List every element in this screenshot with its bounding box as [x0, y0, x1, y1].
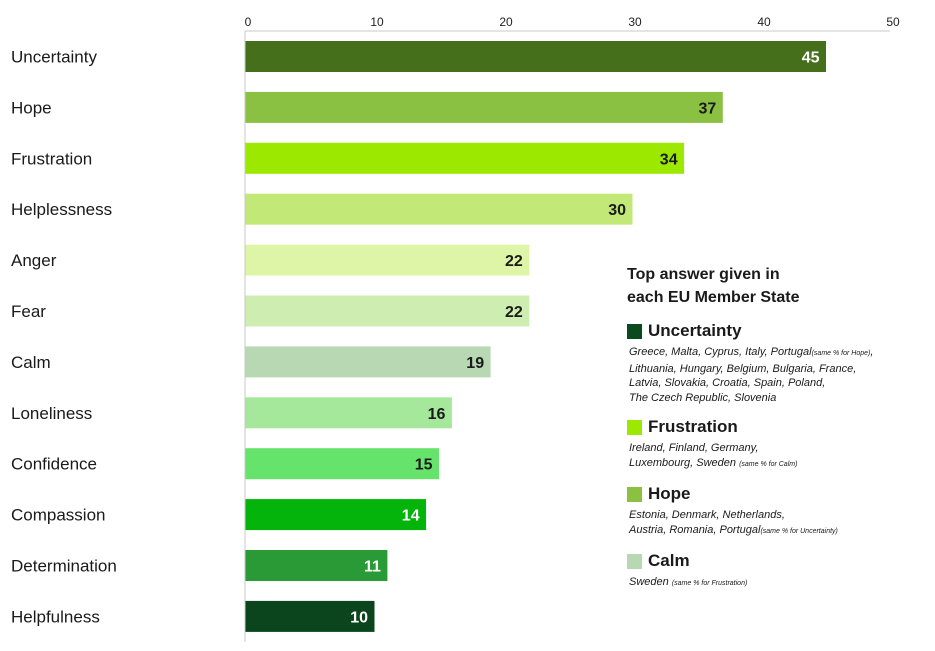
x-tick-label: 20: [499, 15, 513, 29]
countries-line: Greece, Malta, Cyprus, Italy, Portugal: [629, 346, 812, 358]
bar-frustration: [245, 142, 685, 174]
legend-countries-hope: Estonia, Denmark, Netherlands, Austria, …: [629, 508, 927, 539]
value-label-loneliness: 16: [428, 406, 446, 423]
bar-determination: [245, 550, 388, 581]
countries-line: Estonia, Denmark, Netherlands,: [629, 509, 785, 521]
value-label-uncertainty: 45: [802, 50, 820, 67]
bar-calm: [245, 346, 491, 378]
value-label-helpfulness: 10: [350, 609, 368, 626]
bar-uncertainty: [245, 41, 826, 72]
bars: [245, 41, 826, 632]
legend-name-uncertainty: Uncertainty: [648, 321, 742, 340]
category-label-calm: Calm: [11, 353, 51, 372]
bar-loneliness: [245, 397, 452, 429]
countries-line: Lithuania, Hungary, Belgium, Bulgaria, F…: [629, 362, 857, 375]
x-tick-label: 30: [628, 15, 642, 29]
category-label-fear: Fear: [11, 302, 46, 321]
legend-swatch-frustration: [627, 419, 642, 435]
category-label-confidence: Confidence: [11, 455, 97, 474]
bar-helpfulness: [245, 600, 375, 632]
x-tick-label: 10: [370, 15, 384, 29]
legend-title-line-2: each EU Member State: [627, 289, 800, 306]
countries-line: The Czech Republic, Slovenia: [629, 391, 777, 404]
legend-item-hope: Hope Estonia, Denmark, Netherlands, Aust…: [627, 484, 927, 539]
bar-anger: [245, 244, 530, 276]
legend-name-frustration: Frustration: [648, 417, 738, 436]
legend-swatch-hope: [627, 486, 642, 502]
category-label-anger: Anger: [11, 251, 57, 270]
countries-note: (same % for Calm): [739, 460, 798, 468]
countries-line: Latvia, Slovakia, Croatia, Spain, Poland…: [629, 377, 826, 389]
countries-note: (same % for Hope): [811, 350, 871, 357]
value-label-hope: 37: [699, 100, 717, 117]
countries-note: (same % for Frustration): [671, 580, 748, 587]
value-label-calm: 19: [466, 355, 484, 372]
legend-name-hope: Hope: [648, 484, 691, 503]
bar-compassion: [245, 499, 427, 531]
countries-note: (same % for Uncertainty): [760, 527, 838, 535]
countries-line: Luxembourg, Sweden: [629, 456, 737, 469]
value-label-anger: 22: [505, 253, 523, 270]
category-label-frustration: Frustration: [11, 149, 92, 168]
x-tick-label: 0: [245, 15, 252, 29]
category-label-helpfulness: Helpfulness: [11, 607, 100, 626]
bar-helplessness: [245, 193, 633, 225]
legend-countries-calm: Sweden (same % for Frustration): [629, 575, 927, 592]
countries-line: Ireland, Finland, Germany,: [629, 442, 759, 454]
category-label-helplessness: Helplessness: [11, 200, 112, 219]
value-labels: 45 37 34 30 22 22 19 16 15 14 11 10: [350, 50, 819, 627]
legend-name-calm: Calm: [648, 551, 690, 570]
category-label-loneliness: Loneliness: [11, 404, 92, 423]
value-label-confidence: 15: [415, 457, 433, 474]
legend-swatch-uncertainty: [627, 323, 642, 339]
countries-line: Sweden: [629, 576, 669, 588]
category-label-uncertainty: Uncertainty: [11, 48, 97, 67]
value-label-compassion: 14: [402, 508, 420, 525]
bar-hope: [245, 91, 723, 123]
value-label-frustration: 34: [660, 151, 678, 168]
value-label-fear: 22: [505, 304, 523, 321]
x-axis-ticks: 0 10 20 30 40 50: [245, 15, 900, 29]
legend-item-calm: Calm Sweden (same % for Frustration): [627, 551, 927, 592]
legend-item-uncertainty: Uncertainty Greece, Malta, Cyprus, Italy…: [627, 321, 927, 405]
countries-line: Austria, Romania, Portugal: [629, 523, 761, 536]
legend: Top answer given in each EU Member State…: [627, 263, 927, 592]
category-labels: Uncertainty Hope Frustration Helplessness An…: [11, 48, 117, 627]
countries-tail: ,: [870, 346, 874, 358]
legend-countries-frustration: Ireland, Finland, Germany, Luxembourg, S…: [629, 441, 927, 472]
x-tick-label: 50: [886, 15, 900, 29]
legend-title-line-1: Top answer given in: [627, 266, 780, 283]
legend-title: Top answer given in each EU Member State: [627, 263, 837, 309]
value-label-determination: 11: [364, 559, 381, 576]
bar-confidence: [245, 448, 439, 480]
legend-item-frustration: Frustration Ireland, Finland, Germany, L…: [627, 417, 927, 472]
value-label-helplessness: 30: [608, 202, 626, 219]
category-label-compassion: Compassion: [11, 506, 106, 525]
legend-countries-uncertainty: Greece, Malta, Cyprus, Italy, Portugal(s…: [629, 345, 927, 405]
category-label-hope: Hope: [11, 98, 52, 117]
x-tick-label: 40: [757, 15, 771, 29]
category-label-determination: Determination: [11, 557, 117, 576]
bar-fear: [245, 295, 530, 327]
legend-swatch-calm: [627, 553, 642, 569]
